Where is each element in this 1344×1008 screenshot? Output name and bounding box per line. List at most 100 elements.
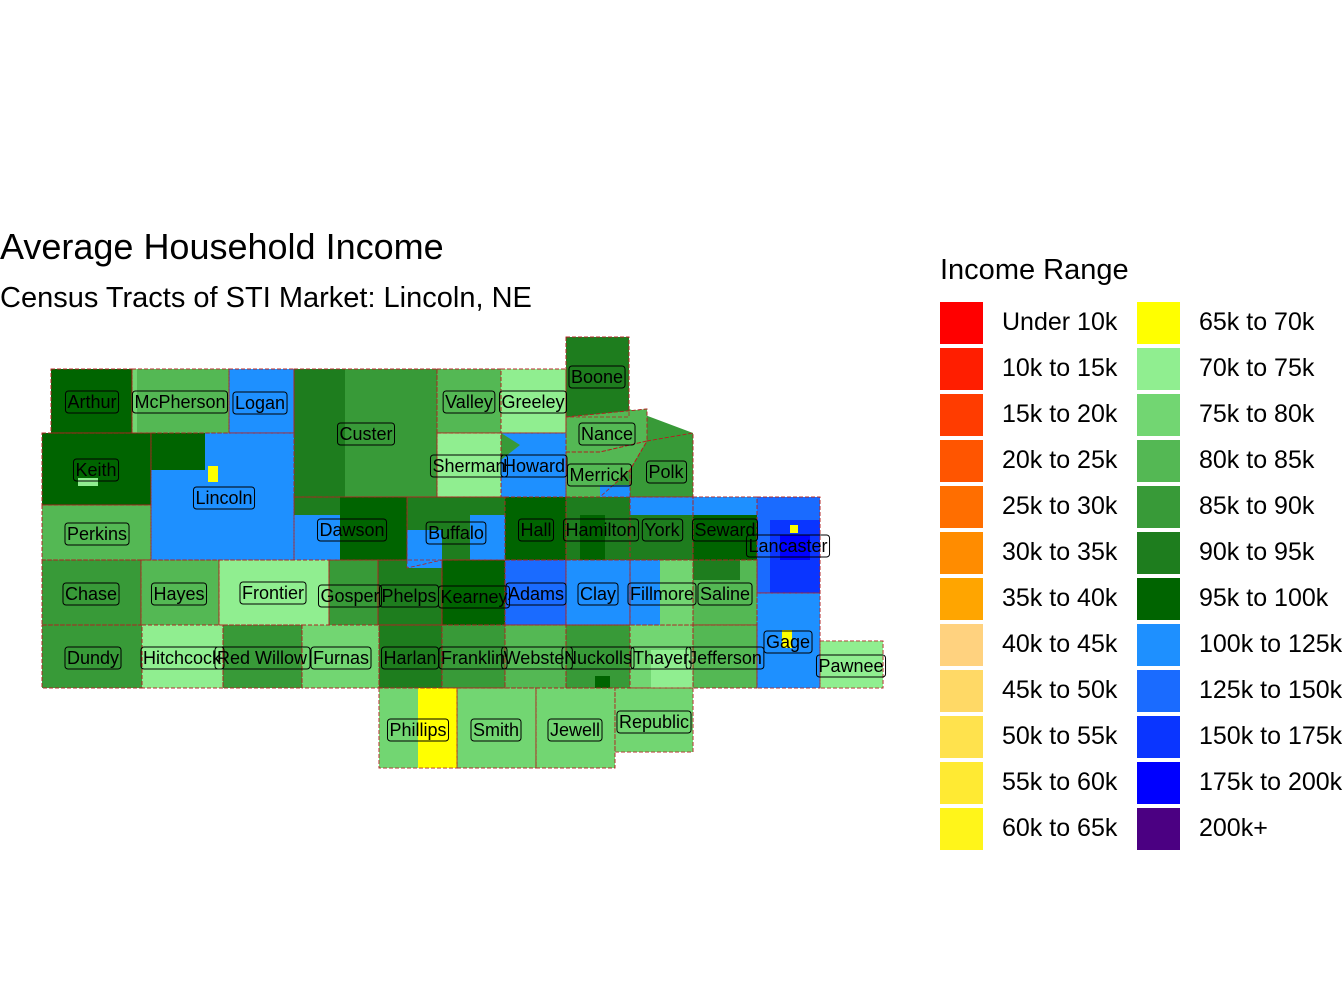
county-name: Pawnee bbox=[818, 656, 883, 676]
tract-patch bbox=[78, 478, 98, 486]
county-label-box bbox=[317, 584, 383, 608]
county-perkins[interactable] bbox=[41, 504, 152, 561]
county-label-box bbox=[150, 582, 208, 606]
legend-label: 90k to 95k bbox=[1199, 538, 1315, 566]
tract-patch bbox=[782, 630, 792, 648]
legend-swatch bbox=[940, 486, 983, 528]
legend-swatch bbox=[940, 394, 983, 436]
county-label-boone: Boone bbox=[568, 365, 626, 389]
county-label-hitchcock: Hitchcock bbox=[140, 646, 225, 670]
tract-patch bbox=[470, 515, 505, 560]
county-label-pawnee: Pawnee bbox=[815, 654, 887, 678]
county-label-box bbox=[763, 630, 813, 654]
county-label-box bbox=[568, 365, 626, 389]
tract-patch bbox=[600, 485, 630, 497]
legend-swatch bbox=[1137, 440, 1180, 482]
county-name: Nuckolls bbox=[564, 648, 632, 668]
legend-item: 10k to 15k bbox=[940, 346, 1150, 392]
county-label-nance: Nance bbox=[578, 422, 636, 446]
county-hitchcock[interactable] bbox=[141, 624, 224, 689]
tract-patch bbox=[340, 497, 407, 560]
county-label-lancaster: Lancaster bbox=[745, 534, 831, 558]
county-label-jefferson: Jefferson bbox=[685, 646, 765, 670]
county-boundary bbox=[535, 687, 616, 769]
county-hayes[interactable] bbox=[140, 559, 220, 626]
legend-label: 200k+ bbox=[1199, 814, 1268, 842]
county-label-box bbox=[437, 585, 511, 609]
county-name: Custer bbox=[339, 424, 392, 444]
legend-swatch bbox=[940, 440, 983, 482]
legend-swatch bbox=[1137, 670, 1180, 712]
county-label-box bbox=[72, 458, 120, 482]
county-red-willow[interactable] bbox=[222, 624, 303, 689]
legend-item: 55k to 60k bbox=[940, 760, 1150, 806]
county-name: Clay bbox=[580, 584, 616, 604]
county-dundy[interactable] bbox=[41, 624, 143, 689]
county-label-box bbox=[310, 646, 372, 670]
legend-item: 150k to 175k bbox=[1137, 714, 1344, 760]
county-label-box bbox=[547, 718, 603, 742]
legend-item: 45k to 50k bbox=[940, 668, 1150, 714]
county-name: Smith bbox=[473, 720, 519, 740]
county-label-howard: Howard bbox=[500, 454, 568, 478]
legend-label: 75k to 80k bbox=[1199, 400, 1315, 428]
legend-item: 60k to 65k bbox=[940, 806, 1150, 852]
legend-swatch bbox=[1137, 716, 1180, 758]
county-chase[interactable] bbox=[41, 559, 142, 626]
legend-label: 125k to 150k bbox=[1199, 676, 1343, 704]
county-label-box bbox=[470, 718, 522, 742]
county-label-box bbox=[578, 422, 636, 446]
legend-label: 10k to 15k bbox=[1002, 354, 1118, 382]
county-name: Jefferson bbox=[688, 648, 762, 668]
legend-swatch bbox=[1137, 808, 1180, 850]
county-boundary bbox=[692, 559, 758, 626]
legend-label: 100k to 125k bbox=[1199, 630, 1343, 658]
county-label-republic: Republic bbox=[616, 710, 692, 734]
county-keith[interactable] bbox=[41, 432, 152, 506]
legend-label: 150k to 175k bbox=[1199, 722, 1343, 750]
county-name: Phelps bbox=[381, 586, 436, 606]
tract-patch bbox=[566, 560, 630, 600]
county-boundary bbox=[756, 496, 821, 594]
legend-swatch bbox=[1137, 532, 1180, 574]
county-name: Howard bbox=[503, 456, 565, 476]
county-boundary bbox=[456, 687, 537, 769]
tract-patch bbox=[595, 676, 610, 688]
county-label-box bbox=[616, 710, 692, 734]
county-label-chase: Chase bbox=[62, 582, 120, 606]
county-label-hayes: Hayes bbox=[150, 582, 208, 606]
legend-item: 50k to 55k bbox=[940, 714, 1150, 760]
county-label-kearney: Kearney bbox=[437, 585, 511, 609]
county-label-harlan: Harlan bbox=[380, 646, 440, 670]
county-boundary bbox=[565, 336, 630, 418]
county-name: Logan bbox=[235, 393, 285, 413]
county-label-box bbox=[140, 646, 225, 670]
legend-item: 65k to 70k bbox=[1137, 300, 1344, 346]
county-hall[interactable] bbox=[504, 496, 567, 561]
legend-item: 125k to 150k bbox=[1137, 668, 1344, 714]
county-boundary bbox=[301, 624, 380, 689]
county-name: Buffalo bbox=[428, 523, 484, 543]
county-label-greeley: Greeley bbox=[498, 390, 568, 414]
legend-swatch bbox=[940, 532, 983, 574]
county-webster[interactable] bbox=[504, 624, 567, 689]
tract-patch bbox=[693, 497, 757, 515]
county-name: Hall bbox=[520, 520, 551, 540]
county-name: Saline bbox=[700, 584, 750, 604]
county-kearney[interactable] bbox=[441, 559, 506, 626]
county-boundary bbox=[819, 640, 884, 689]
county-label-polk: Polk bbox=[645, 460, 688, 484]
county-label-dundy: Dundy bbox=[64, 646, 122, 670]
county-gosper[interactable] bbox=[328, 559, 379, 626]
tract-patch bbox=[151, 433, 294, 560]
county-name: Dawson bbox=[319, 520, 384, 540]
legend-label: Under 10k bbox=[1002, 308, 1118, 336]
choropleth-map: Arthur McPherson Logan Custer Valley Greeley B… bbox=[41, 336, 887, 769]
legend-item: 35k to 40k bbox=[940, 576, 1150, 622]
county-name: Adams bbox=[508, 584, 564, 604]
county-label-seward: Seward bbox=[691, 518, 759, 542]
county-label-merrick: Merrick bbox=[567, 463, 632, 487]
county-name: Fillmore bbox=[630, 584, 694, 604]
county-label-arthur: Arthur bbox=[64, 390, 120, 414]
county-label-red-willow: Red Willow bbox=[214, 646, 311, 670]
